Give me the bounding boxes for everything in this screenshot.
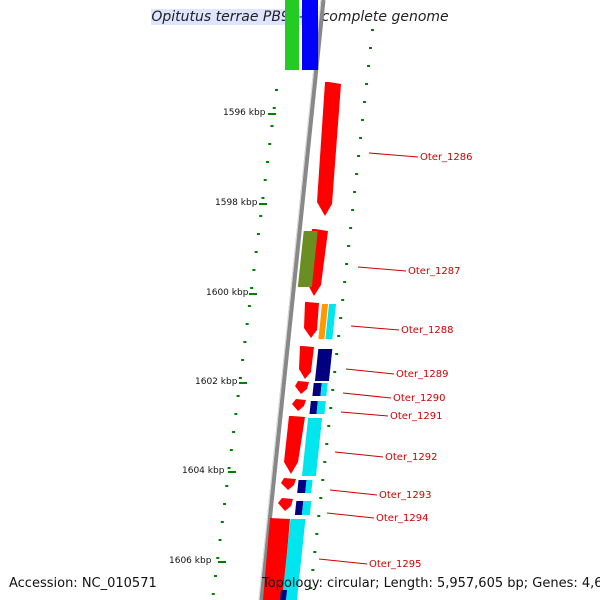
scale-ticks <box>211 29 374 595</box>
gene-label-oter-1290: Oter_1290 <box>393 393 446 404</box>
gene-oter-1288-orange <box>318 304 329 339</box>
gene-oter-1288 <box>304 302 319 338</box>
gene-label-oter-1288: Oter_1288 <box>401 325 454 336</box>
gene-block-green <box>285 0 299 70</box>
gene-oter-1294-darkblue <box>294 501 304 515</box>
gene-oter-1287-olive <box>297 231 318 287</box>
gene-oter-1293 <box>281 478 296 490</box>
gene-oter-1289 <box>299 346 314 379</box>
leader-oter-1289 <box>345 368 395 375</box>
kbp-label-1598: 1598 kbp <box>215 198 258 208</box>
gene-label-oter-1289: Oter_1289 <box>396 369 449 380</box>
leader-oter-1287 <box>357 266 407 272</box>
gene-label-oter-1286: Oter_1286 <box>420 152 473 163</box>
leader-oter-1294 <box>326 512 375 519</box>
kbp-label-1606: 1606 kbp <box>169 556 212 566</box>
gene-oter-1295-darkblue <box>279 590 287 600</box>
kbp-label-1600: 1600 kbp <box>206 288 249 298</box>
accession-label: Accession: NC_010571 <box>9 576 157 591</box>
gene-label-oter-1295: Oter_1295 <box>369 559 422 570</box>
gene-oter-1290 <box>295 381 309 394</box>
leader-oter-1292 <box>334 451 384 458</box>
organism-name: Opitutus terrae PB90-1 <box>151 9 313 25</box>
genome-backbone-highlight <box>258 0 322 600</box>
gene-oter-1289-darkblue <box>314 349 333 381</box>
topology-label: Topology: circular; Length: 5,957,605 bp… <box>262 576 600 591</box>
gene-oter-1291-cyan <box>316 401 326 414</box>
gene-oter-1295-cyan <box>281 519 306 600</box>
leader-oter-1290 <box>342 392 392 399</box>
genome-backbone <box>258 0 326 600</box>
gene-oter-1290-darkblue <box>312 383 322 396</box>
leader-oter-1295 <box>318 558 368 565</box>
gene-oter-1292-cyan <box>301 418 323 476</box>
gene-oter-1293-cyan <box>305 480 313 493</box>
gene-label-oter-1291: Oter_1291 <box>390 411 443 422</box>
leader-oter-1293 <box>329 489 378 496</box>
leader-oter-1288 <box>350 325 400 331</box>
kbp-label-1604: 1604 kbp <box>182 466 225 476</box>
gene-oter-1290-cyan <box>320 383 328 396</box>
gene-oter-1288-cyan <box>325 304 337 339</box>
gene-label-oter-1293: Oter_1293 <box>379 490 432 501</box>
kbp-label-1596: 1596 kbp <box>223 108 266 118</box>
gene-oter-1295 <box>263 518 290 600</box>
gene-label-oter-1294: Oter_1294 <box>376 513 429 524</box>
leader-oter-1286 <box>368 152 419 158</box>
gene-oter-1291-darkblue <box>309 401 318 414</box>
gene-oter-1294-cyan <box>301 501 312 515</box>
gene-oter-1293-darkblue <box>297 480 307 493</box>
gene-oter-1294 <box>278 498 293 511</box>
map-title: Opitutus terrae PB90-1, complete genome <box>0 9 600 25</box>
gene-oter-1291 <box>292 399 306 411</box>
kbp-label-1602: 1602 kbp <box>195 377 238 387</box>
leader-oter-1291 <box>340 411 389 417</box>
gene-label-oter-1292: Oter_1292 <box>385 452 438 463</box>
gene-oter-1286 <box>317 82 341 216</box>
gene-block-blue <box>302 0 318 70</box>
title-suffix: , complete genome <box>312 9 449 25</box>
gene-oter-1292 <box>284 416 305 474</box>
gene-label-oter-1287: Oter_1287 <box>408 266 461 277</box>
